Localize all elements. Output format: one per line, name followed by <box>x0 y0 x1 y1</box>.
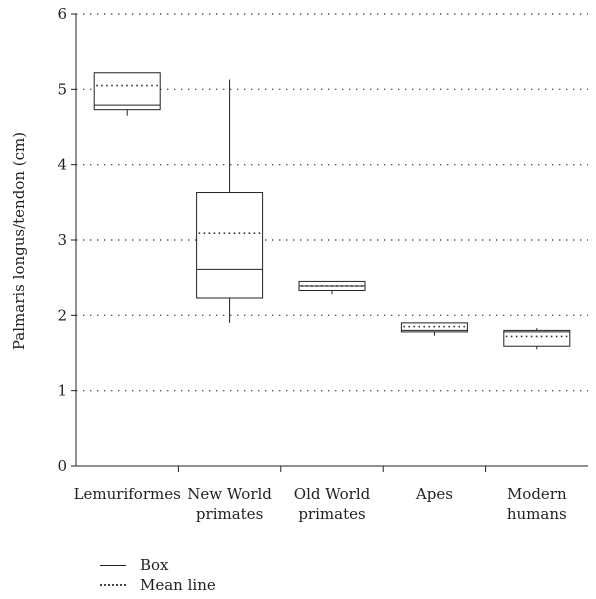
box-rect-0 <box>93 72 161 111</box>
x-tick-label-1-1: primates <box>196 505 263 523</box>
legend: Box Mean line <box>100 555 216 595</box>
legend-swatch-dotted <box>100 584 126 586</box>
y-tick-label-2: 2 <box>57 306 67 324</box>
legend-item-mean: Mean line <box>100 575 216 595</box>
x-tick-label-4-1: humans <box>507 505 567 523</box>
y-tick-label-0: 0 <box>57 457 67 475</box>
box-2 <box>298 280 366 295</box>
x-tick-label-2-0: Old World <box>294 485 371 503</box>
legend-label-mean: Mean line <box>140 576 216 594</box>
x-tick-label-1-0: New World <box>187 485 272 503</box>
gridlines <box>76 13 588 392</box>
legend-label-box: Box <box>140 556 169 574</box>
box-0 <box>93 72 161 116</box>
y-tick-label-6: 6 <box>57 5 67 23</box>
y-axis-label: Palmaris longus/tendon (cm) <box>10 132 28 350</box>
x-tick-label-3-0: Apes <box>415 485 453 503</box>
legend-swatch-solid <box>100 564 126 566</box>
x-tick-label-0-0: Lemuriformes <box>74 485 181 503</box>
box-1 <box>196 79 264 323</box>
y-tick-label-4: 4 <box>57 156 67 174</box>
axes: 0 1 2 3 4 5 6 <box>57 5 588 475</box>
y-tick-label-3: 3 <box>57 231 67 249</box>
x-tick-labels: Lemuriformes New World primates Old World pr… <box>74 485 567 523</box>
y-tick-label-1: 1 <box>57 382 67 400</box>
legend-item-box: Box <box>100 555 216 575</box>
x-tick-label-4-0: Modern <box>507 485 567 503</box>
y-tick-label-5: 5 <box>57 80 67 98</box>
box-4 <box>503 328 571 350</box>
boxes <box>93 72 571 350</box>
box-rect-4 <box>503 329 571 347</box>
box-3 <box>400 322 468 336</box>
x-tick-label-2-1: primates <box>298 505 365 523</box>
box-rect-1 <box>196 192 264 299</box>
